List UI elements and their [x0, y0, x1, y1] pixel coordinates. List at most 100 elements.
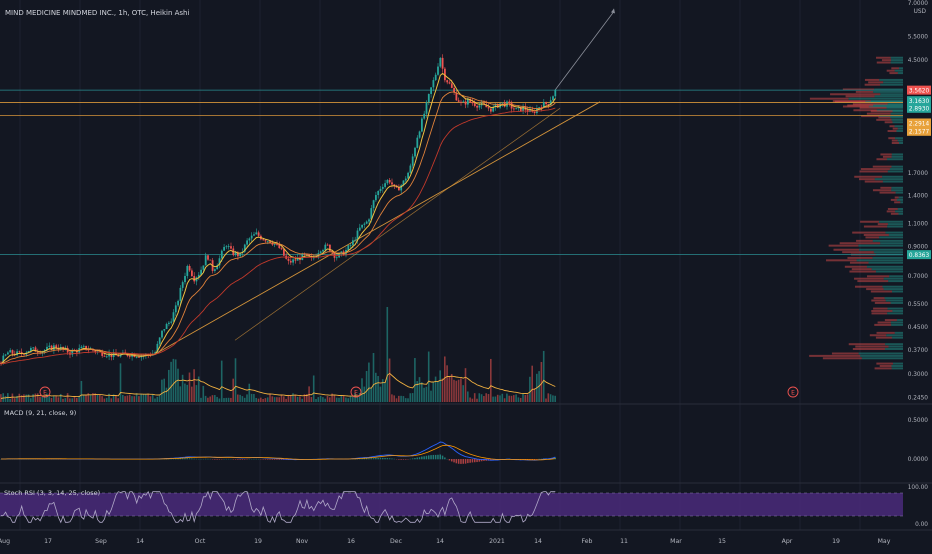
candle-up: [382, 187, 384, 189]
volume-profile-bar-down: [855, 286, 883, 288]
volume-bar: [216, 397, 218, 402]
volume-profile-bar-down: [876, 337, 892, 339]
candle-down: [276, 244, 278, 245]
volume-bar: [180, 386, 182, 402]
volume-profile-bar-down: [876, 158, 887, 160]
candle-up: [387, 180, 389, 183]
volume-bar: [269, 393, 271, 402]
x-axis-tick-label: 19: [254, 538, 262, 545]
candle-up: [170, 322, 172, 323]
volume-profile-bar-up: [891, 187, 903, 189]
volume-bar: [513, 395, 515, 402]
volume-profile-bar-down: [894, 201, 900, 203]
volume-bar: [421, 382, 423, 402]
volume-bar: [506, 394, 508, 402]
volume-bar: [322, 397, 324, 402]
grid-lines: [20, 0, 860, 530]
volume-bar: [492, 397, 494, 402]
volume-profile-bar-up: [885, 348, 903, 350]
candle-up: [384, 183, 386, 187]
volume-bar: [42, 397, 44, 402]
candle-up: [439, 58, 441, 67]
volume-bar: [278, 397, 280, 402]
volume-bar: [525, 395, 527, 402]
volume-bar: [439, 370, 441, 402]
volume-bar: [255, 398, 257, 402]
candle-up: [435, 75, 437, 80]
volume-profile-bar-down: [871, 310, 892, 312]
volume-profile-bar-up: [867, 266, 903, 268]
volume-bar: [292, 393, 294, 402]
volume-profile-bar-down: [859, 178, 875, 180]
volume-profile-bar-down: [856, 240, 873, 242]
volume-bar: [412, 393, 414, 402]
x-axis-tick-label: Sep: [95, 538, 107, 545]
candle-up: [552, 96, 554, 100]
x-axis-tick-label: Dec: [390, 538, 403, 545]
volume-bar: [65, 398, 67, 402]
stoch-pane-title: Stoch RSI (3, 3, 14, 25, close): [4, 489, 100, 497]
volume-profile-bar-up: [895, 125, 903, 127]
macd-histogram-bar: [184, 458, 186, 459]
macd-histogram-bar: [377, 458, 379, 459]
volume-profile-bar-up: [889, 346, 903, 348]
macd-histogram-bar: [423, 456, 425, 459]
volume-bar: [534, 388, 536, 402]
candle-up: [414, 148, 416, 157]
candle-up: [180, 288, 182, 301]
volume-bar: [37, 393, 39, 402]
candle-up: [347, 245, 349, 250]
candle-up: [437, 67, 439, 75]
candle-up: [423, 114, 425, 119]
macd-line: [1, 442, 555, 460]
candle-up: [246, 240, 248, 244]
volume-profile-bar-down: [860, 107, 887, 109]
candle-up: [502, 103, 504, 104]
macd-histogram-bar: [398, 459, 400, 460]
volume-bar: [260, 398, 262, 402]
volume-profile-bar-down: [868, 81, 883, 83]
volume-profile-bar-up: [889, 275, 903, 277]
volume-profile-bar-up: [873, 104, 903, 106]
volume-bar: [437, 381, 439, 402]
volume-profile-bar-down: [876, 363, 893, 365]
x-axis-tick-label: 14: [534, 538, 542, 545]
volume-bar: [405, 398, 407, 402]
volume-bar: [200, 398, 202, 402]
volume-bar: [488, 394, 490, 402]
volume-bar: [460, 378, 462, 402]
volume-bar: [60, 394, 62, 402]
volume-profile-bar-up: [891, 189, 903, 191]
volume-profile-bar-down: [829, 245, 859, 247]
macd-histogram-bar: [373, 458, 375, 459]
stoch-axis-tick-label: 0.00: [915, 522, 928, 528]
volume-profile-bar-down: [891, 67, 899, 69]
candle-up: [221, 251, 223, 259]
volume-bar: [490, 359, 492, 402]
macd-histogram-bar: [435, 455, 437, 459]
macd-histogram-bar: [440, 455, 442, 460]
candle-down: [389, 180, 391, 182]
macd-axis-tick-label: 0.5000: [908, 418, 929, 424]
macd-histogram-bar: [242, 459, 244, 460]
volume-bar: [495, 397, 497, 402]
candle-down: [327, 245, 329, 246]
candle-up: [428, 94, 430, 102]
volume-profile-bar-up: [885, 343, 903, 345]
volume-bar: [504, 398, 506, 402]
volume-bar: [453, 380, 455, 402]
candle-up: [249, 238, 251, 240]
volume-profile-bar-down: [846, 95, 875, 97]
volume-profile-bar-down: [877, 332, 895, 334]
macd-histogram-bar: [437, 455, 439, 460]
volume-bar: [295, 395, 297, 402]
volume-profile-bar-down: [875, 367, 892, 369]
volume-bar: [136, 393, 138, 402]
candle-up: [9, 350, 11, 352]
volume-profile-bar-down: [878, 116, 890, 118]
candle-up: [426, 102, 428, 114]
price-tag-label: 2.8930: [909, 107, 930, 113]
volume-bar: [101, 396, 103, 402]
candle-up: [419, 132, 421, 138]
